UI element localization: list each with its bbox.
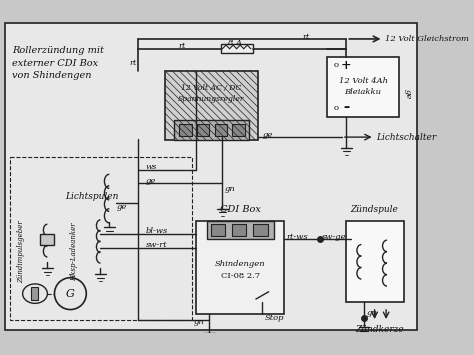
Text: ge: ge <box>146 177 156 185</box>
Bar <box>232 124 245 136</box>
Text: Rollerzündung mit
externer CDI Box
von Shindengen: Rollerzündung mit externer CDI Box von S… <box>12 46 104 80</box>
Text: Hksp-Ladeanker: Hksp-Ladeanker <box>70 222 78 280</box>
Text: o: o <box>333 104 338 112</box>
Text: Bleiakku: Bleiakku <box>345 88 382 96</box>
Bar <box>10 157 191 320</box>
Bar <box>254 224 268 236</box>
Text: rt: rt <box>178 43 186 50</box>
Bar <box>197 124 209 136</box>
Text: gn: gn <box>194 318 205 326</box>
Bar <box>215 124 227 136</box>
Bar <box>174 120 249 140</box>
Text: 8 A: 8 A <box>228 39 242 47</box>
Text: 12 Volt AC / DC: 12 Volt AC / DC <box>181 84 241 92</box>
Bar <box>196 221 284 314</box>
Text: 12 Volt 4Ah: 12 Volt 4Ah <box>338 77 388 86</box>
Text: Spannungsregler: Spannungsregler <box>178 95 244 103</box>
Text: gn: gn <box>367 309 377 317</box>
Text: +: + <box>341 59 352 72</box>
Bar <box>207 221 274 239</box>
Text: ge: ge <box>116 203 127 212</box>
Bar <box>232 224 246 236</box>
Text: sw-ge: sw-ge <box>321 233 346 241</box>
Text: Zündkerze: Zündkerze <box>356 326 404 334</box>
Text: Lichtspulen: Lichtspulen <box>65 192 118 201</box>
Text: Shindengen: Shindengen <box>215 260 265 268</box>
Text: 12 Volt Gleichstrom: 12 Volt Gleichstrom <box>385 34 469 43</box>
Text: gn: gn <box>225 185 236 193</box>
Text: ge: ge <box>404 89 412 100</box>
Bar <box>165 71 258 140</box>
Text: Stop: Stop <box>265 314 284 322</box>
Bar <box>221 44 253 53</box>
Text: –: – <box>343 102 349 114</box>
Text: o: o <box>333 61 338 70</box>
Text: Zündimpulsgeber: Zündimpulsgeber <box>17 220 25 283</box>
Text: bl-ws: bl-ws <box>146 227 168 235</box>
Bar <box>40 234 55 245</box>
Text: Zündspule: Zündspule <box>351 205 399 214</box>
Text: CI-08 2.7: CI-08 2.7 <box>220 272 260 280</box>
Text: rt: rt <box>129 59 137 67</box>
Bar <box>211 224 225 236</box>
Bar <box>179 124 191 136</box>
Text: rt: rt <box>302 33 310 41</box>
Text: rt-ws: rt-ws <box>286 233 308 241</box>
Bar <box>327 57 400 117</box>
Bar <box>31 288 37 300</box>
Text: sw-rt: sw-rt <box>146 241 167 250</box>
Text: ws: ws <box>146 163 157 171</box>
Text: Lichtschalter: Lichtschalter <box>376 133 437 142</box>
Text: ge: ge <box>262 131 273 139</box>
Text: CDI Box: CDI Box <box>220 205 261 214</box>
Bar <box>346 221 404 302</box>
Text: G: G <box>66 289 75 299</box>
